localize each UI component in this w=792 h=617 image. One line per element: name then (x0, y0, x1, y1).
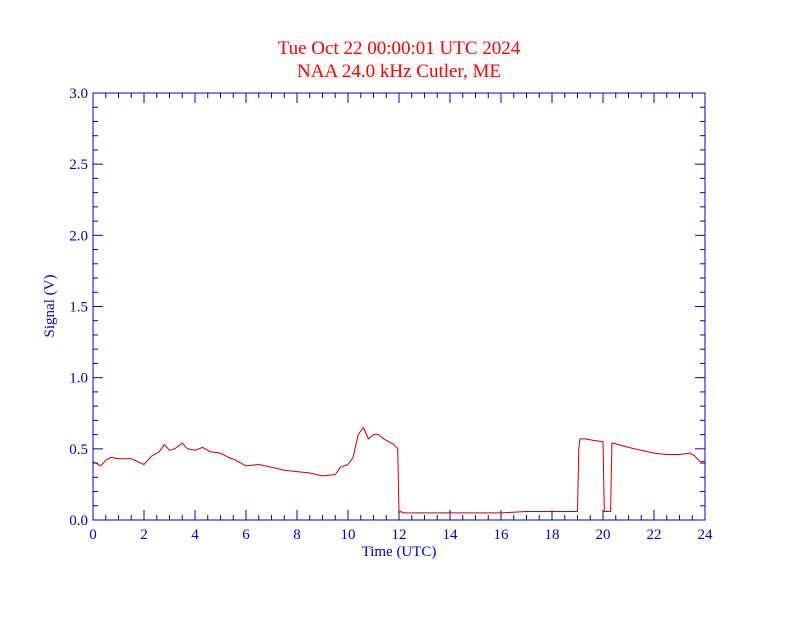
x-tick-label: 20 (596, 527, 611, 543)
x-tick-label: 16 (494, 527, 510, 543)
x-tick-label: 2 (140, 527, 148, 543)
x-ticks: 0 2 4 6 8 10 12 14 16 18 20 22 24 (89, 93, 713, 543)
y-tick-label: 2.5 (69, 157, 88, 173)
x-tick-label: 14 (443, 527, 459, 543)
y-tick-label: 1.5 (69, 300, 88, 316)
x-tick-label: 24 (698, 527, 714, 543)
y-axis-label: Signal (V) (42, 275, 58, 338)
y-tick-label: 0.5 (69, 442, 88, 458)
y-tick-label: 0.0 (69, 513, 88, 529)
x-tick-label: 10 (341, 527, 356, 543)
x-tick-label: 0 (89, 527, 97, 543)
x-tick-label: 22 (647, 527, 662, 543)
x-tick-label: 8 (293, 527, 301, 543)
x-tick-label: 18 (545, 527, 560, 543)
signal-series-line (92, 427, 705, 514)
x-tick-label: 4 (191, 527, 199, 543)
y-tick-label: 3.0 (69, 86, 88, 102)
chart-title: Tue Oct 22 00:00:01 UTC 2024 (278, 38, 521, 59)
chart-subtitle: NAA 24.0 kHz Cutler, ME (297, 61, 501, 82)
y-ticks: 0.0 0.5 1.0 1.5 2.0 2.5 3.0 (69, 86, 705, 529)
y-tick-label: 1.0 (69, 371, 88, 387)
x-tick-label: 6 (242, 527, 250, 543)
series-layer (92, 427, 705, 514)
y-tick-label: 2.0 (69, 228, 88, 244)
x-axis-label: Time (UTC) (362, 544, 437, 560)
x-tick-label: 12 (392, 527, 407, 543)
plot-area (92, 92, 706, 521)
